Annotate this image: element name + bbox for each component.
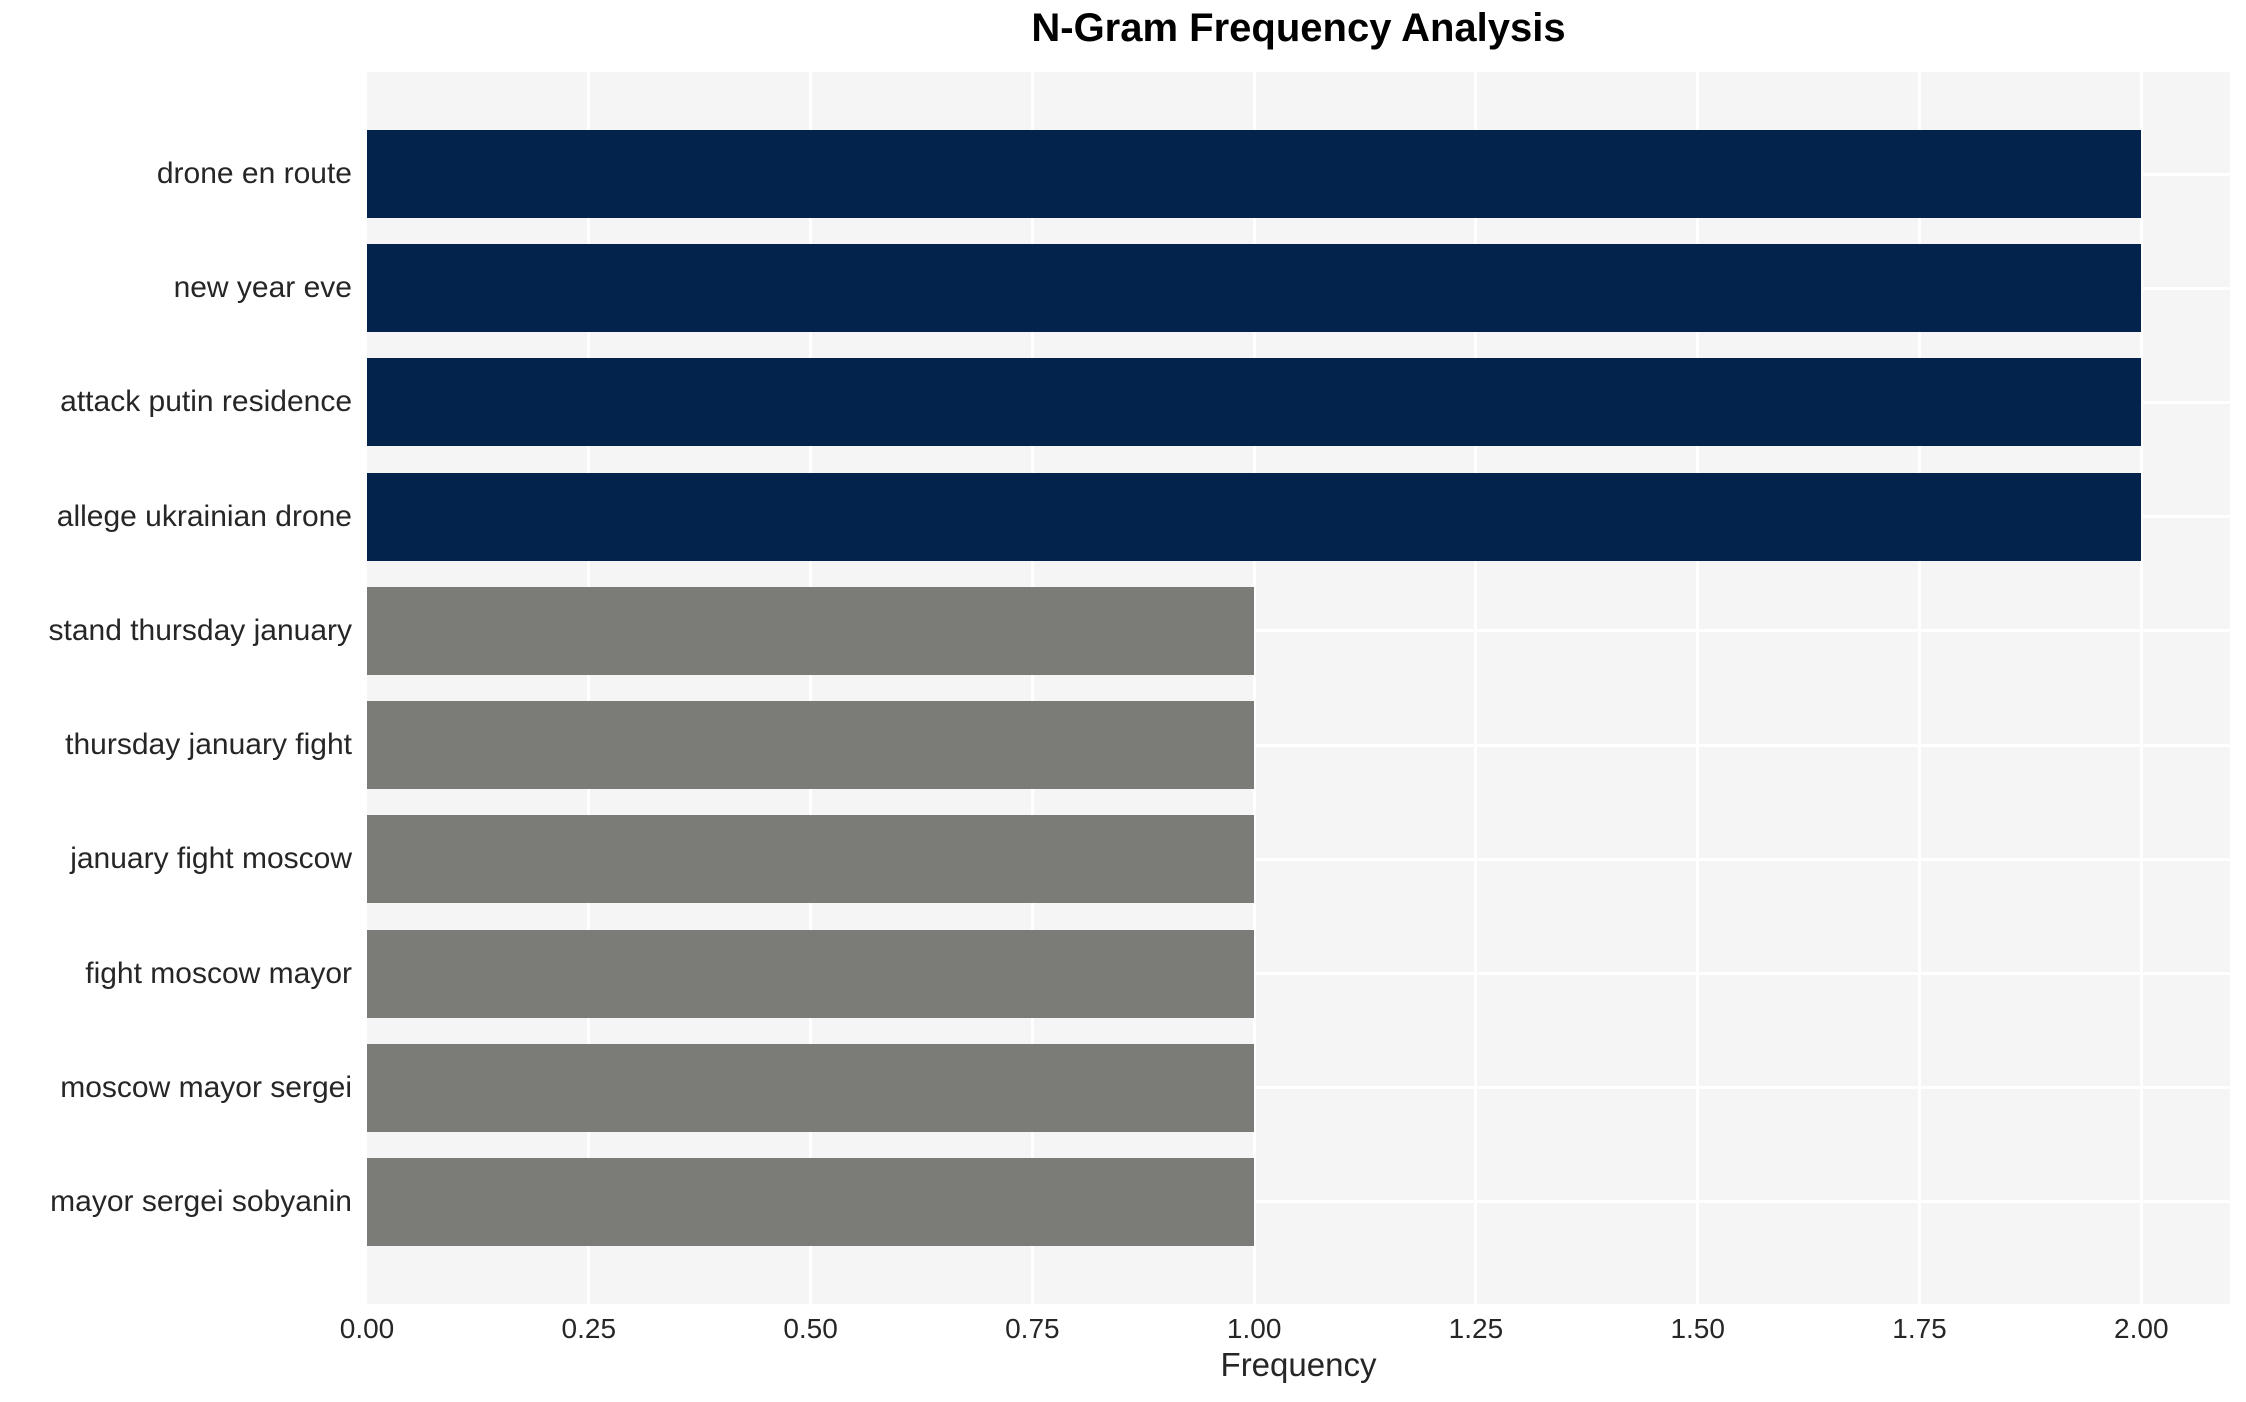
vertical-gridline bbox=[587, 72, 591, 1304]
y-tick-label: thursday january fight bbox=[65, 728, 352, 762]
x-tick-label: 0.00 bbox=[339, 1313, 395, 1344]
y-tick-label: january fight moscow bbox=[70, 842, 352, 876]
y-tick-label: new year eve bbox=[173, 271, 352, 305]
x-tick-label: 1.50 bbox=[1670, 1313, 1725, 1344]
y-tick-label: moscow mayor sergei bbox=[60, 1070, 352, 1104]
bar-allege-ukrainian-drone bbox=[367, 472, 2142, 561]
plot-area bbox=[367, 72, 2230, 1304]
y-tick-label: stand thursday january bbox=[48, 613, 352, 647]
x-tick-label: 1.00 bbox=[1226, 1313, 1282, 1344]
bar-new-year-eve bbox=[367, 244, 2142, 333]
vertical-gridline bbox=[1696, 72, 1700, 1304]
horizontal-gridline bbox=[367, 743, 2230, 747]
x-tick-label: 2.00 bbox=[2114, 1313, 2169, 1344]
bar-moscow-mayor-sergei bbox=[367, 1043, 1255, 1132]
vertical-gridline bbox=[1252, 72, 1256, 1304]
y-tick-label: attack putin residence bbox=[60, 385, 352, 419]
vertical-gridline bbox=[1918, 72, 1921, 1304]
x-tick-label: 1.75 bbox=[1892, 1313, 1947, 1344]
vertical-gridline bbox=[809, 72, 813, 1304]
vertical-gridline bbox=[1030, 72, 1034, 1304]
chart-title: N-Gram Frequency Analysis bbox=[1031, 6, 1566, 50]
bar-attack-putin-residence bbox=[367, 358, 2142, 447]
horizontal-gridline bbox=[367, 857, 2230, 861]
bar-stand-thursday-january bbox=[367, 586, 1255, 675]
bar-january-fight-moscow bbox=[367, 815, 1255, 904]
horizontal-gridline bbox=[367, 1086, 2230, 1090]
y-tick-label: drone en route bbox=[156, 157, 352, 190]
bar-fight-moscow-mayor bbox=[367, 929, 1255, 1018]
x-tick-label: 0.75 bbox=[1005, 1313, 1060, 1344]
horizontal-gridline bbox=[367, 629, 2230, 633]
y-tick-label: mayor sergei sobyanin bbox=[50, 1184, 352, 1218]
bar-mayor-sergei-sobyanin bbox=[367, 1157, 1255, 1246]
horizontal-gridline bbox=[367, 972, 2230, 976]
horizontal-gridline bbox=[367, 1200, 2230, 1204]
x-tick-label: 0.25 bbox=[561, 1313, 617, 1344]
vertical-gridline bbox=[2139, 72, 2143, 1304]
x-tick-label: 1.25 bbox=[1448, 1313, 1504, 1344]
y-tick-label: fight moscow mayor bbox=[85, 956, 352, 990]
bar-drone-en-route bbox=[367, 130, 2142, 218]
y-tick-label: allege ukrainian drone bbox=[56, 499, 352, 533]
x-axis-label: Frequency bbox=[1220, 1346, 1377, 1383]
x-tick-label: 0.50 bbox=[783, 1313, 838, 1344]
vertical-gridline bbox=[1474, 72, 1478, 1304]
bar-thursday-january-fight bbox=[367, 701, 1255, 790]
